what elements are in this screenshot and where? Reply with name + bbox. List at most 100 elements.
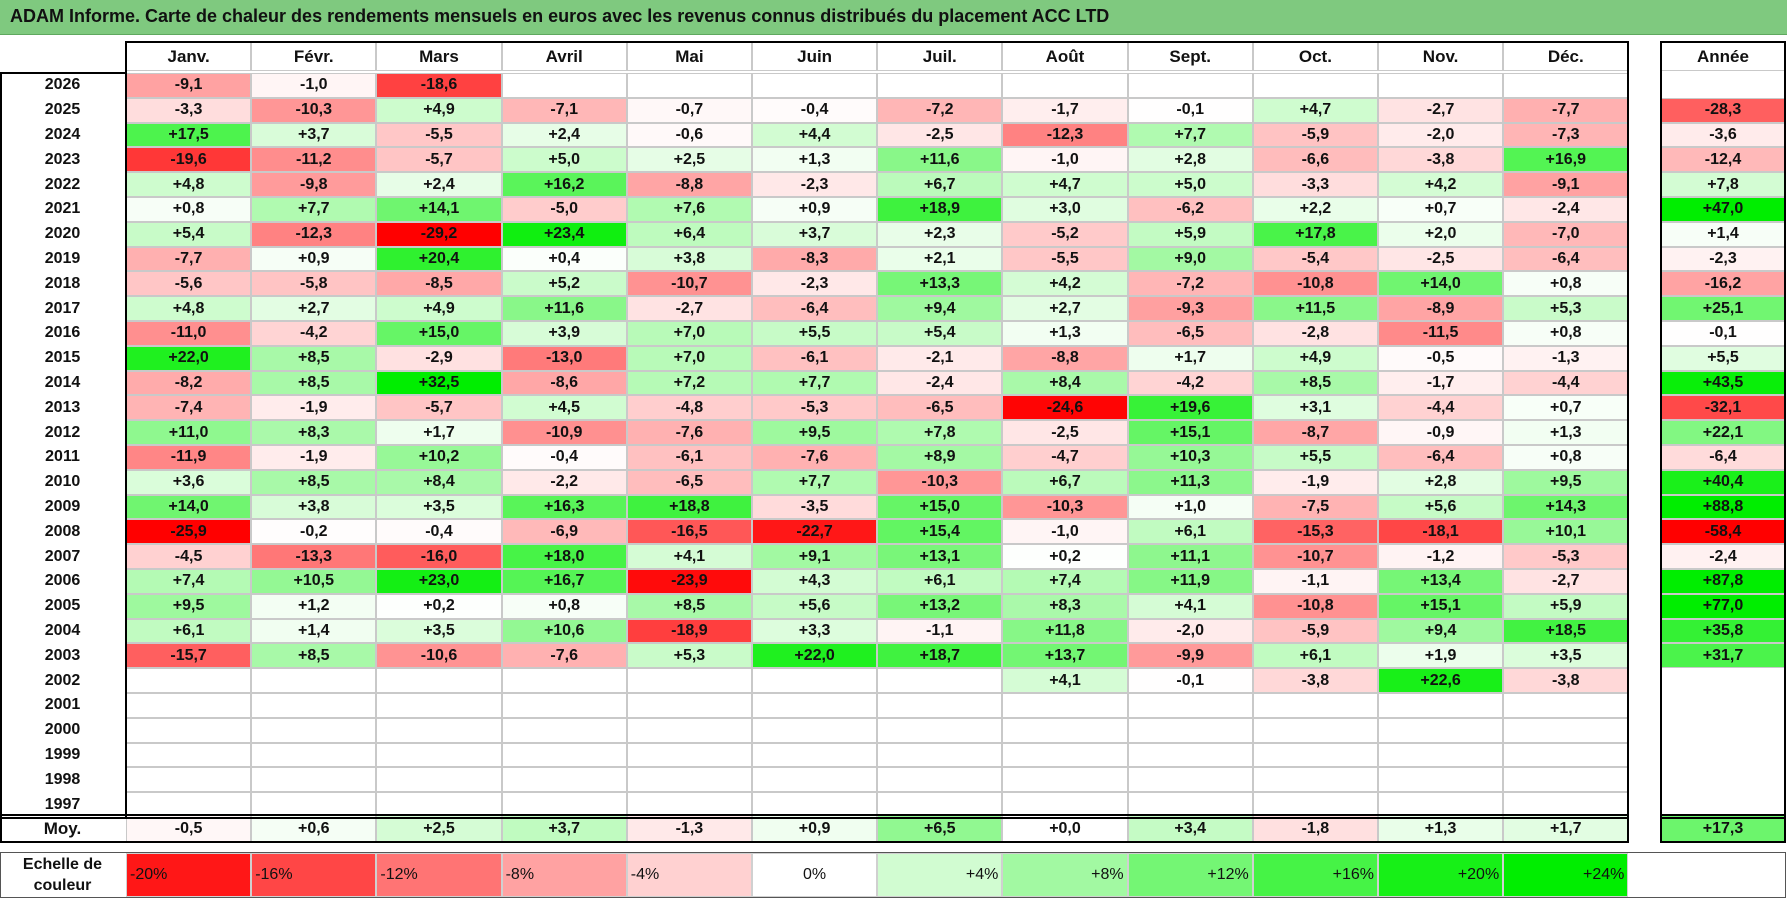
heatmap-cell: +8,5 bbox=[251, 345, 377, 371]
heatmap-cell bbox=[126, 767, 252, 793]
heatmap-cell: +3,5 bbox=[1503, 643, 1629, 669]
heatmap-cell: -2,5 bbox=[877, 122, 1003, 148]
heatmap-cell bbox=[1002, 767, 1128, 793]
heatmap-cell bbox=[1503, 742, 1629, 768]
annual-cell: -12,4 bbox=[1661, 147, 1785, 173]
heatmap-cell: -4,2 bbox=[251, 321, 377, 346]
heatmap-cell bbox=[126, 668, 252, 693]
heatmap-cell: -6,4 bbox=[1503, 246, 1629, 272]
heatmap-cell: -2,8 bbox=[1252, 321, 1378, 346]
heatmap-cell bbox=[877, 717, 1003, 743]
heatmap-cell: +2,8 bbox=[1127, 147, 1253, 173]
heatmap-cell bbox=[126, 693, 252, 718]
heatmap-cell bbox=[626, 742, 752, 768]
heatmap-cell: -8,8 bbox=[1002, 345, 1128, 371]
heatmap-cell: -8,7 bbox=[1252, 420, 1378, 445]
heatmap-cell: +8,5 bbox=[1252, 370, 1378, 396]
heatmap-cell: +1,9 bbox=[1378, 643, 1504, 669]
month-header: Janv. bbox=[126, 42, 252, 71]
heatmap-cell: +1,7 bbox=[376, 420, 502, 445]
color-scale-step: -12% bbox=[376, 853, 502, 897]
annual-cell: +25,1 bbox=[1661, 296, 1785, 321]
average-annual-cell: +17,3 bbox=[1661, 815, 1785, 842]
heatmap-cell: -18,1 bbox=[1378, 519, 1504, 545]
heatmap-cell: +4,7 bbox=[1002, 172, 1128, 197]
heatmap-cell: +0,8 bbox=[1503, 271, 1629, 297]
heatmap-cell: -5,7 bbox=[376, 147, 502, 173]
heatmap-cell: +11,9 bbox=[1127, 569, 1253, 594]
heatmap-cell: +32,5 bbox=[376, 370, 502, 396]
heatmap-cell: -19,6 bbox=[126, 147, 252, 173]
heatmap-cell: +13,7 bbox=[1002, 643, 1128, 669]
heatmap-cell bbox=[1252, 742, 1378, 768]
heatmap-cell: -4,5 bbox=[126, 544, 252, 569]
heatmap-cell: -7,6 bbox=[626, 420, 752, 445]
heatmap-cell: +15,0 bbox=[877, 494, 1003, 520]
heatmap-cell: +10,2 bbox=[376, 445, 502, 470]
heatmap-cell: +6,1 bbox=[126, 618, 252, 644]
heatmap-cell: +16,7 bbox=[501, 569, 627, 594]
heatmap-cell: +3,3 bbox=[752, 618, 878, 644]
annual-cell: -3,6 bbox=[1661, 122, 1785, 148]
heatmap-cell: +11,6 bbox=[877, 147, 1003, 173]
heatmap-cell: +4,7 bbox=[1252, 97, 1378, 123]
average-cell: -1,3 bbox=[626, 815, 752, 842]
heatmap-cell: -6,5 bbox=[877, 395, 1003, 421]
heatmap-cell bbox=[501, 693, 627, 718]
heatmap-cell: +10,5 bbox=[251, 569, 377, 594]
heatmap-cell: -24,6 bbox=[1002, 395, 1128, 421]
heatmap-cell: +7,7 bbox=[752, 469, 878, 495]
year-label: 2017 bbox=[0, 296, 125, 321]
annual-cell: -16,2 bbox=[1661, 271, 1785, 297]
heatmap-cell: +0,4 bbox=[501, 246, 627, 272]
heatmap-cell: +15,4 bbox=[877, 519, 1003, 545]
heatmap-cell: +3,8 bbox=[251, 494, 377, 520]
heatmap-cell: -6,2 bbox=[1127, 197, 1253, 222]
heatmap-cell: +2,7 bbox=[1002, 296, 1128, 321]
heatmap-cell: +10,6 bbox=[501, 618, 627, 644]
heatmap-cell: -22,7 bbox=[752, 519, 878, 545]
average-cell: +0,0 bbox=[1002, 815, 1128, 842]
heatmap-cell: -7,5 bbox=[1252, 494, 1378, 520]
year-label: 2016 bbox=[0, 321, 125, 346]
heatmap-cell: +16,2 bbox=[501, 172, 627, 197]
heatmap-cell: -11,9 bbox=[126, 445, 252, 470]
heatmap-cell: +22,0 bbox=[752, 643, 878, 669]
year-label: 2026 bbox=[0, 73, 125, 98]
heatmap-cell: -7,7 bbox=[126, 246, 252, 272]
heatmap-cell bbox=[1002, 717, 1128, 743]
heatmap-cell: -1,2 bbox=[1378, 544, 1504, 569]
heatmap-cell: -5,2 bbox=[1002, 221, 1128, 247]
year-label: 2009 bbox=[0, 494, 125, 520]
heatmap-cell: +0,8 bbox=[126, 197, 252, 222]
title-bar: ADAM Informe. Carte de chaleur des rende… bbox=[0, 0, 1787, 35]
heatmap-cell bbox=[376, 693, 502, 718]
month-header: Juin bbox=[752, 42, 878, 71]
heatmap-cell: +8,3 bbox=[1002, 593, 1128, 619]
heatmap-cell: +7,7 bbox=[752, 370, 878, 396]
heatmap-cell: -15,3 bbox=[1252, 519, 1378, 545]
heatmap-cell bbox=[251, 742, 377, 768]
heatmap-cell: +9,5 bbox=[126, 593, 252, 619]
heatmap-cell: -6,5 bbox=[626, 469, 752, 495]
heatmap-cell: -7,2 bbox=[877, 97, 1003, 123]
heatmap-cell: -2,3 bbox=[752, 172, 878, 197]
heatmap-cell bbox=[1378, 742, 1504, 768]
year-label: 2024 bbox=[0, 122, 125, 148]
annual-cell bbox=[1661, 717, 1785, 743]
average-cell: +2,5 bbox=[376, 815, 502, 842]
heatmap-cell: -13,3 bbox=[251, 544, 377, 569]
heatmap-cell: -0,4 bbox=[752, 97, 878, 123]
heatmap-cell: -1,0 bbox=[1002, 147, 1128, 173]
heatmap-cell: +5,9 bbox=[1127, 221, 1253, 247]
heatmap-cell: -9,1 bbox=[126, 73, 252, 98]
heatmap-cell: +8,5 bbox=[251, 643, 377, 669]
year-label: 2015 bbox=[0, 345, 125, 371]
heatmap-cell bbox=[1252, 717, 1378, 743]
heatmap-cell: +1,7 bbox=[1127, 345, 1253, 371]
heatmap-cell bbox=[1503, 73, 1629, 98]
heatmap-cell: +3,7 bbox=[251, 122, 377, 148]
heatmap-cell: -0,9 bbox=[1378, 420, 1504, 445]
heatmap-cell: -9,3 bbox=[1127, 296, 1253, 321]
heatmap-cell bbox=[251, 717, 377, 743]
